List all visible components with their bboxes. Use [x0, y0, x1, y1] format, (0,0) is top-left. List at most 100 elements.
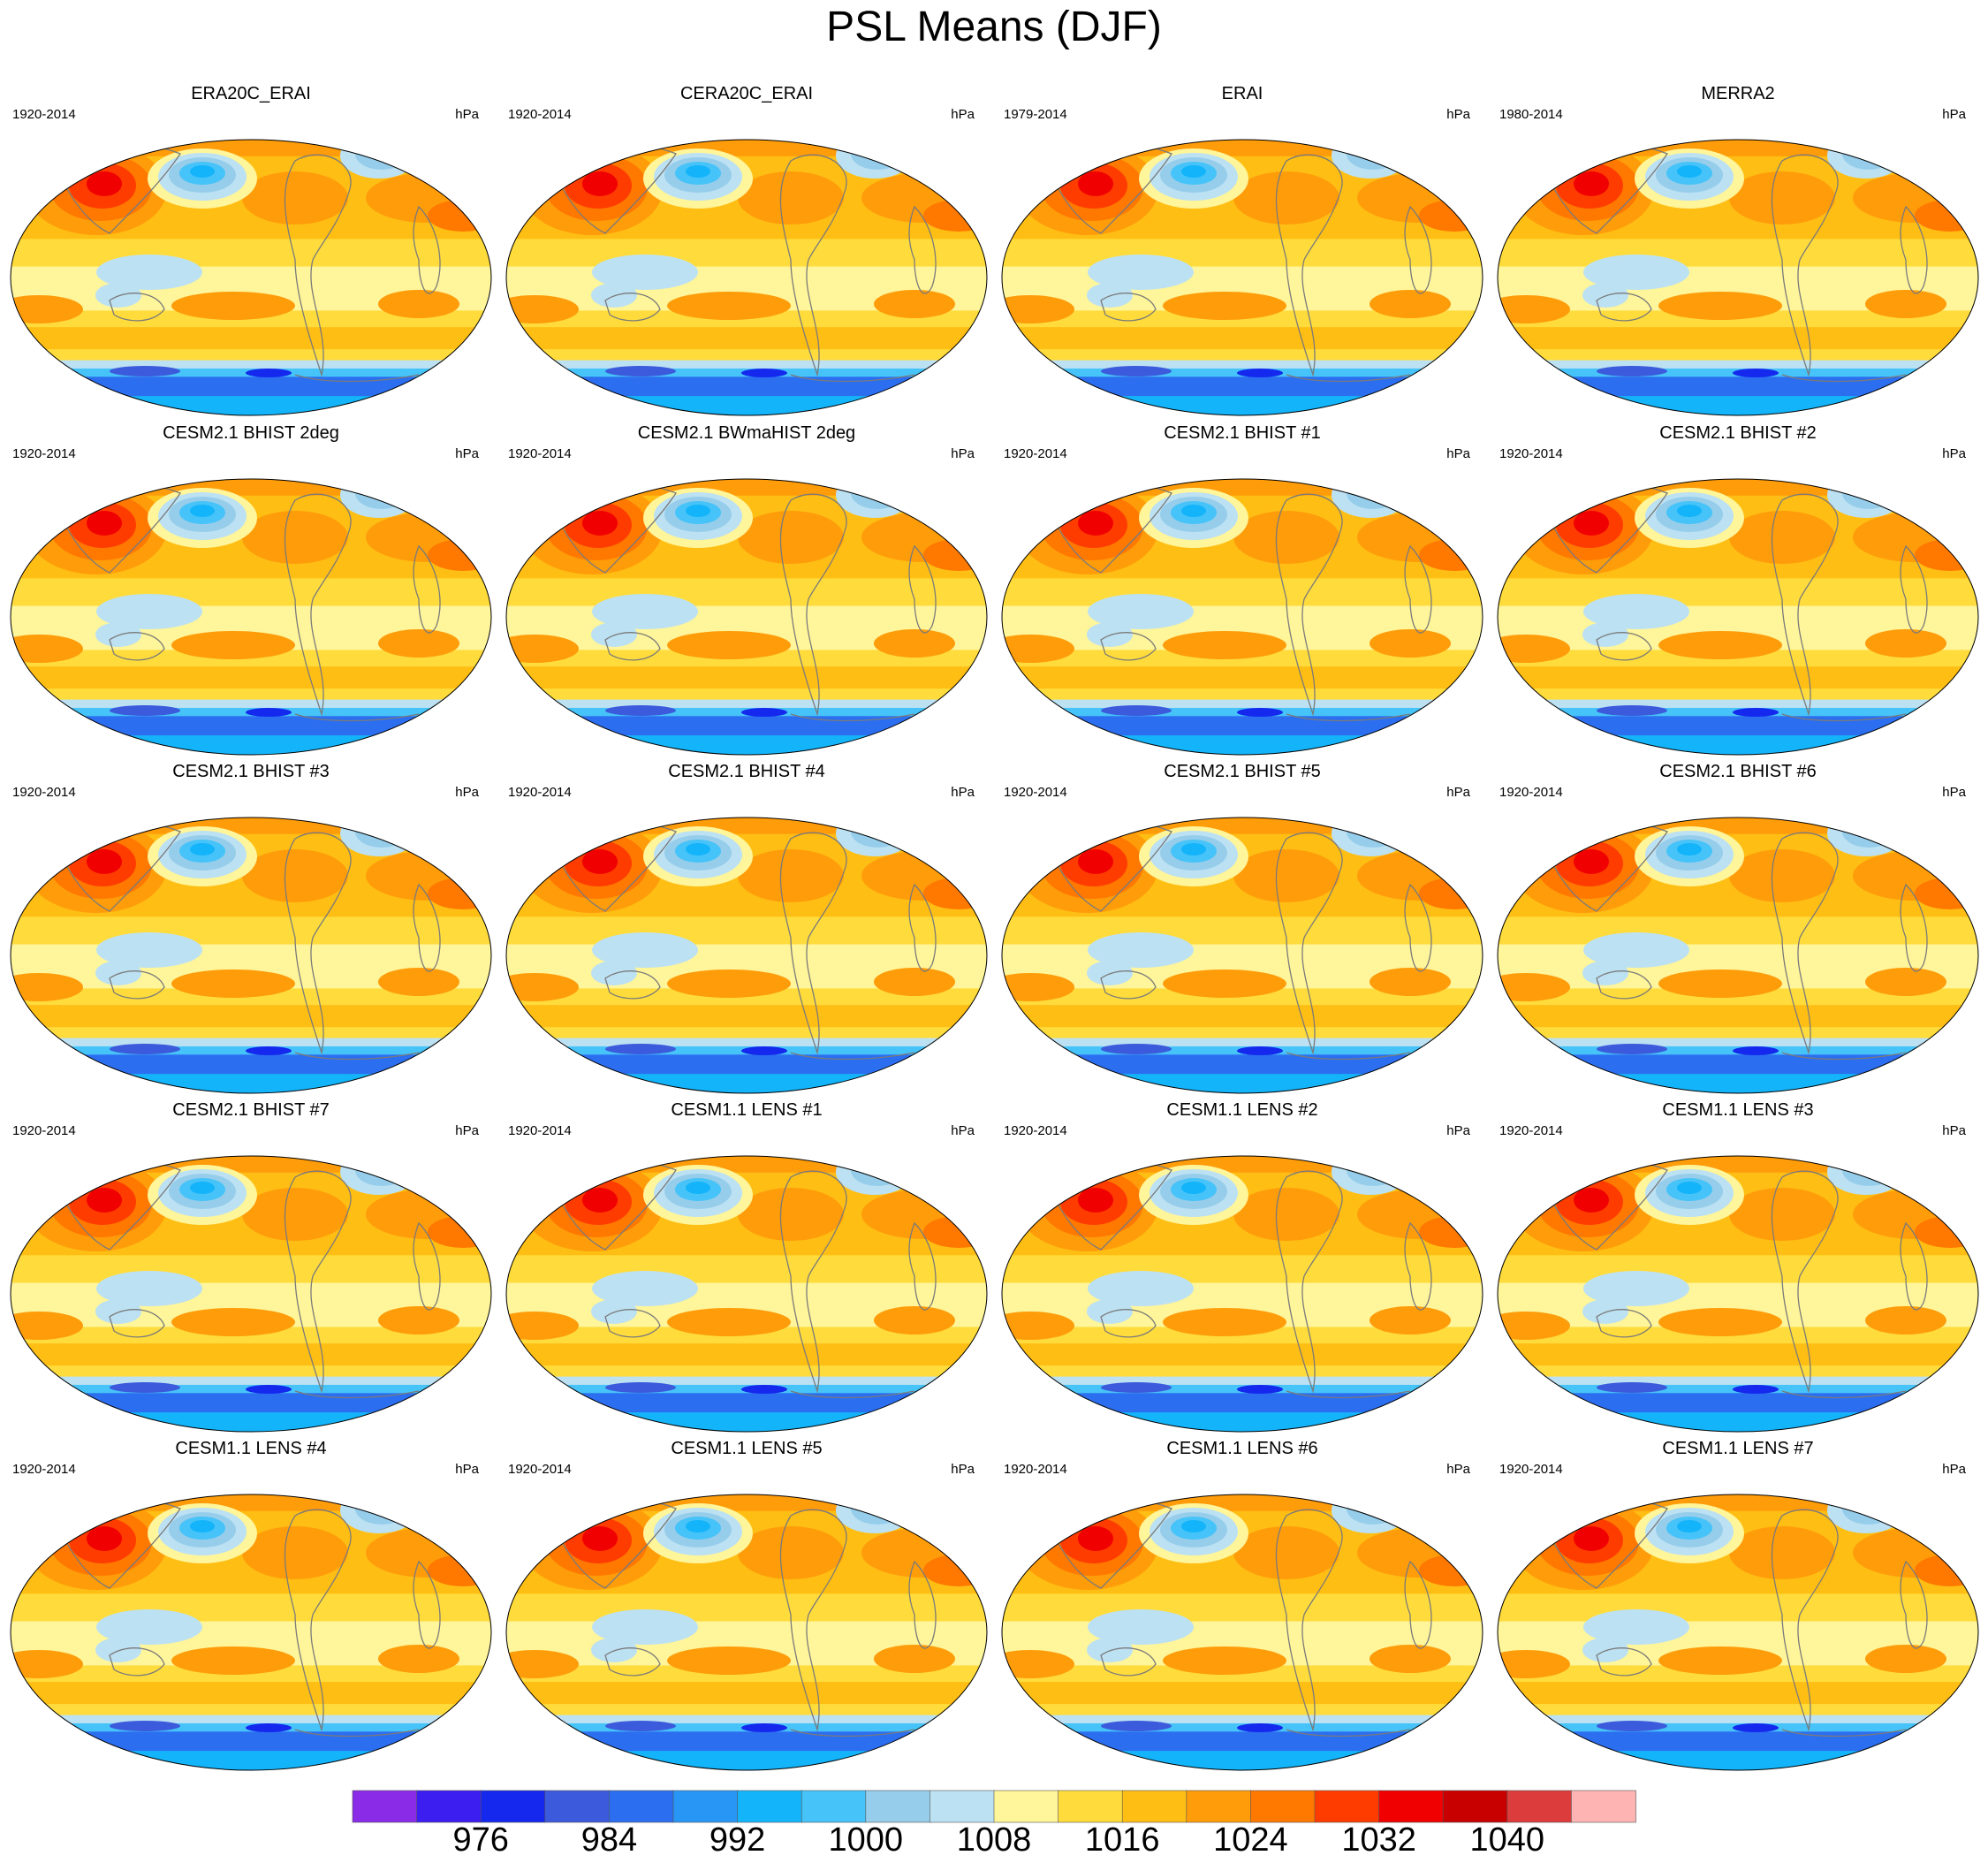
colorbar-swatch: [1571, 1790, 1636, 1823]
map-panel: CESM2.1 BHIST #1 1920-2014 hPa: [995, 422, 1490, 762]
colorbar-swatch: [930, 1790, 995, 1823]
panel-title: CERA20C_ERAI: [679, 84, 814, 103]
panel-title: CESM1.1 LENS #1: [671, 1100, 823, 1120]
colorbar-swatch: [801, 1790, 867, 1823]
panel-title: ERA20C_ERAI: [191, 84, 311, 103]
panel-title: CESM2.1 BHIST #2: [1659, 423, 1817, 443]
panel-units: hPa: [1942, 446, 1966, 461]
map-panel: CESM1.1 LENS #1 1920-2014 hPa: [499, 1099, 994, 1439]
psl-map: [1001, 1494, 1483, 1771]
colorbar-label: 1024: [1213, 1821, 1288, 1859]
panel-units: hPa: [951, 1462, 975, 1477]
panel-years: 1920-2014: [1499, 1462, 1563, 1477]
panel-units: hPa: [1446, 1123, 1470, 1138]
psl-contour-field: [1498, 140, 1978, 415]
psl-map: [1001, 1155, 1483, 1433]
colorbar-swatch: [1121, 1790, 1187, 1823]
panel-years: 1920-2014: [1004, 785, 1067, 800]
map-panel: ERA20C_ERAI 1920-2014 hPa: [4, 83, 498, 422]
colorbar-swatch: [609, 1790, 674, 1823]
map-panel: MERRA2 1980-2014 hPa: [1491, 83, 1985, 422]
panel-units: hPa: [1446, 785, 1470, 800]
colorbar-label: 976: [452, 1821, 509, 1859]
colorbar-swatch: [993, 1790, 1059, 1823]
psl-map: [505, 478, 988, 756]
panel-years: 1920-2014: [1004, 1462, 1067, 1477]
panel-title: CESM2.1 BHIST #3: [172, 762, 330, 781]
colorbar-swatch: [672, 1790, 739, 1823]
map-panel: CESM1.1 LENS #5 1920-2014 hPa: [499, 1438, 994, 1777]
figure-title: PSL Means (DJF): [826, 4, 1162, 50]
panel-title: CESM1.1 LENS #7: [1662, 1439, 1814, 1458]
psl-contour-field: [11, 140, 491, 415]
psl-map: [505, 1155, 988, 1433]
map-panel: CESM1.1 LENS #2 1920-2014 hPa: [995, 1099, 1490, 1439]
panel-title: CESM2.1 BHIST #6: [1659, 762, 1817, 781]
colorbar-swatch: [1058, 1790, 1123, 1823]
panel-title: CESM1.1 LENS #5: [671, 1439, 823, 1458]
psl-map: [10, 1494, 492, 1771]
psl-map: [1001, 478, 1483, 756]
map-panel: CESM2.1 BHIST #5 1920-2014 hPa: [995, 761, 1490, 1100]
colorbar-swatch: [1442, 1790, 1508, 1823]
psl-map: [1497, 1494, 1979, 1771]
panel-units: hPa: [1446, 446, 1470, 461]
colorbar-swatch: [737, 1790, 802, 1823]
colorbar-label: 1032: [1341, 1821, 1416, 1859]
psl-map: [1001, 139, 1483, 416]
panel-title: CESM2.1 BWmaHIST 2deg: [637, 423, 856, 443]
psl-contour-field: [11, 1494, 491, 1770]
panel-units: hPa: [1942, 785, 1966, 800]
psl-map: [10, 478, 492, 756]
panel-years: 1920-2014: [508, 446, 572, 461]
psl-contour-field: [11, 1156, 491, 1432]
panel-units: hPa: [1446, 107, 1470, 122]
psl-contour-field: [11, 817, 491, 1093]
panel-units: hPa: [455, 1462, 479, 1477]
panel-title: MERRA2: [1701, 84, 1775, 103]
psl-map: [505, 139, 988, 416]
psl-contour-field: [1498, 479, 1978, 755]
psl-contour-field: [506, 140, 987, 415]
map-panel: CESM2.1 BHIST #2 1920-2014 hPa: [1491, 422, 1985, 762]
panel-years: 1920-2014: [1004, 1123, 1067, 1138]
colorbar-label: 984: [580, 1821, 638, 1859]
psl-contour-field: [506, 817, 987, 1093]
panel-units: hPa: [455, 785, 479, 800]
panel-years: 1980-2014: [1499, 107, 1563, 122]
colorbar-swatch: [544, 1790, 611, 1823]
map-panel: CESM2.1 BWmaHIST 2deg 1920-2014 hPa: [499, 422, 994, 762]
map-panel: ERAI 1979-2014 hPa: [995, 83, 1490, 422]
panel-years: 1920-2014: [1004, 446, 1067, 461]
colorbar-label: 1016: [1084, 1821, 1160, 1859]
colorbar-label: 992: [709, 1821, 766, 1859]
map-panel: CESM1.1 LENS #7 1920-2014 hPa: [1491, 1438, 1985, 1777]
map-panel: CESM2.1 BHIST #4 1920-2014 hPa: [499, 761, 994, 1100]
panel-title: CESM1.1 LENS #2: [1166, 1100, 1318, 1120]
psl-map: [10, 817, 492, 1094]
psl-contour-field: [1498, 1156, 1978, 1432]
panel-years: 1920-2014: [508, 1123, 572, 1138]
colorbar-swatch: [480, 1790, 546, 1823]
psl-contour-field: [506, 1494, 987, 1770]
panel-units: hPa: [951, 1123, 975, 1138]
panel-years: 1920-2014: [1499, 446, 1563, 461]
panel-units: hPa: [951, 785, 975, 800]
panel-title: CESM1.1 LENS #4: [175, 1439, 327, 1458]
psl-contour-field: [1002, 1494, 1483, 1770]
panel-years: 1920-2014: [12, 107, 76, 122]
map-panel: CERA20C_ERAI 1920-2014 hPa: [499, 83, 994, 422]
panel-years: 1920-2014: [1499, 785, 1563, 800]
panel-title: CESM2.1 BHIST 2deg: [163, 423, 339, 443]
panel-units: hPa: [1942, 1462, 1966, 1477]
colorbar-swatch: [1506, 1790, 1573, 1823]
colorbar-label: 1008: [956, 1821, 1032, 1859]
panel-units: hPa: [455, 446, 479, 461]
panel-title: CESM1.1 LENS #3: [1662, 1100, 1814, 1120]
panel-units: hPa: [951, 107, 975, 122]
panel-years: 1920-2014: [508, 785, 572, 800]
map-panel: CESM1.1 LENS #4 1920-2014 hPa: [4, 1438, 498, 1777]
map-panel: CESM1.1 LENS #6 1920-2014 hPa: [995, 1438, 1490, 1777]
colorbar-swatch: [1378, 1790, 1444, 1823]
psl-map: [505, 1494, 988, 1771]
